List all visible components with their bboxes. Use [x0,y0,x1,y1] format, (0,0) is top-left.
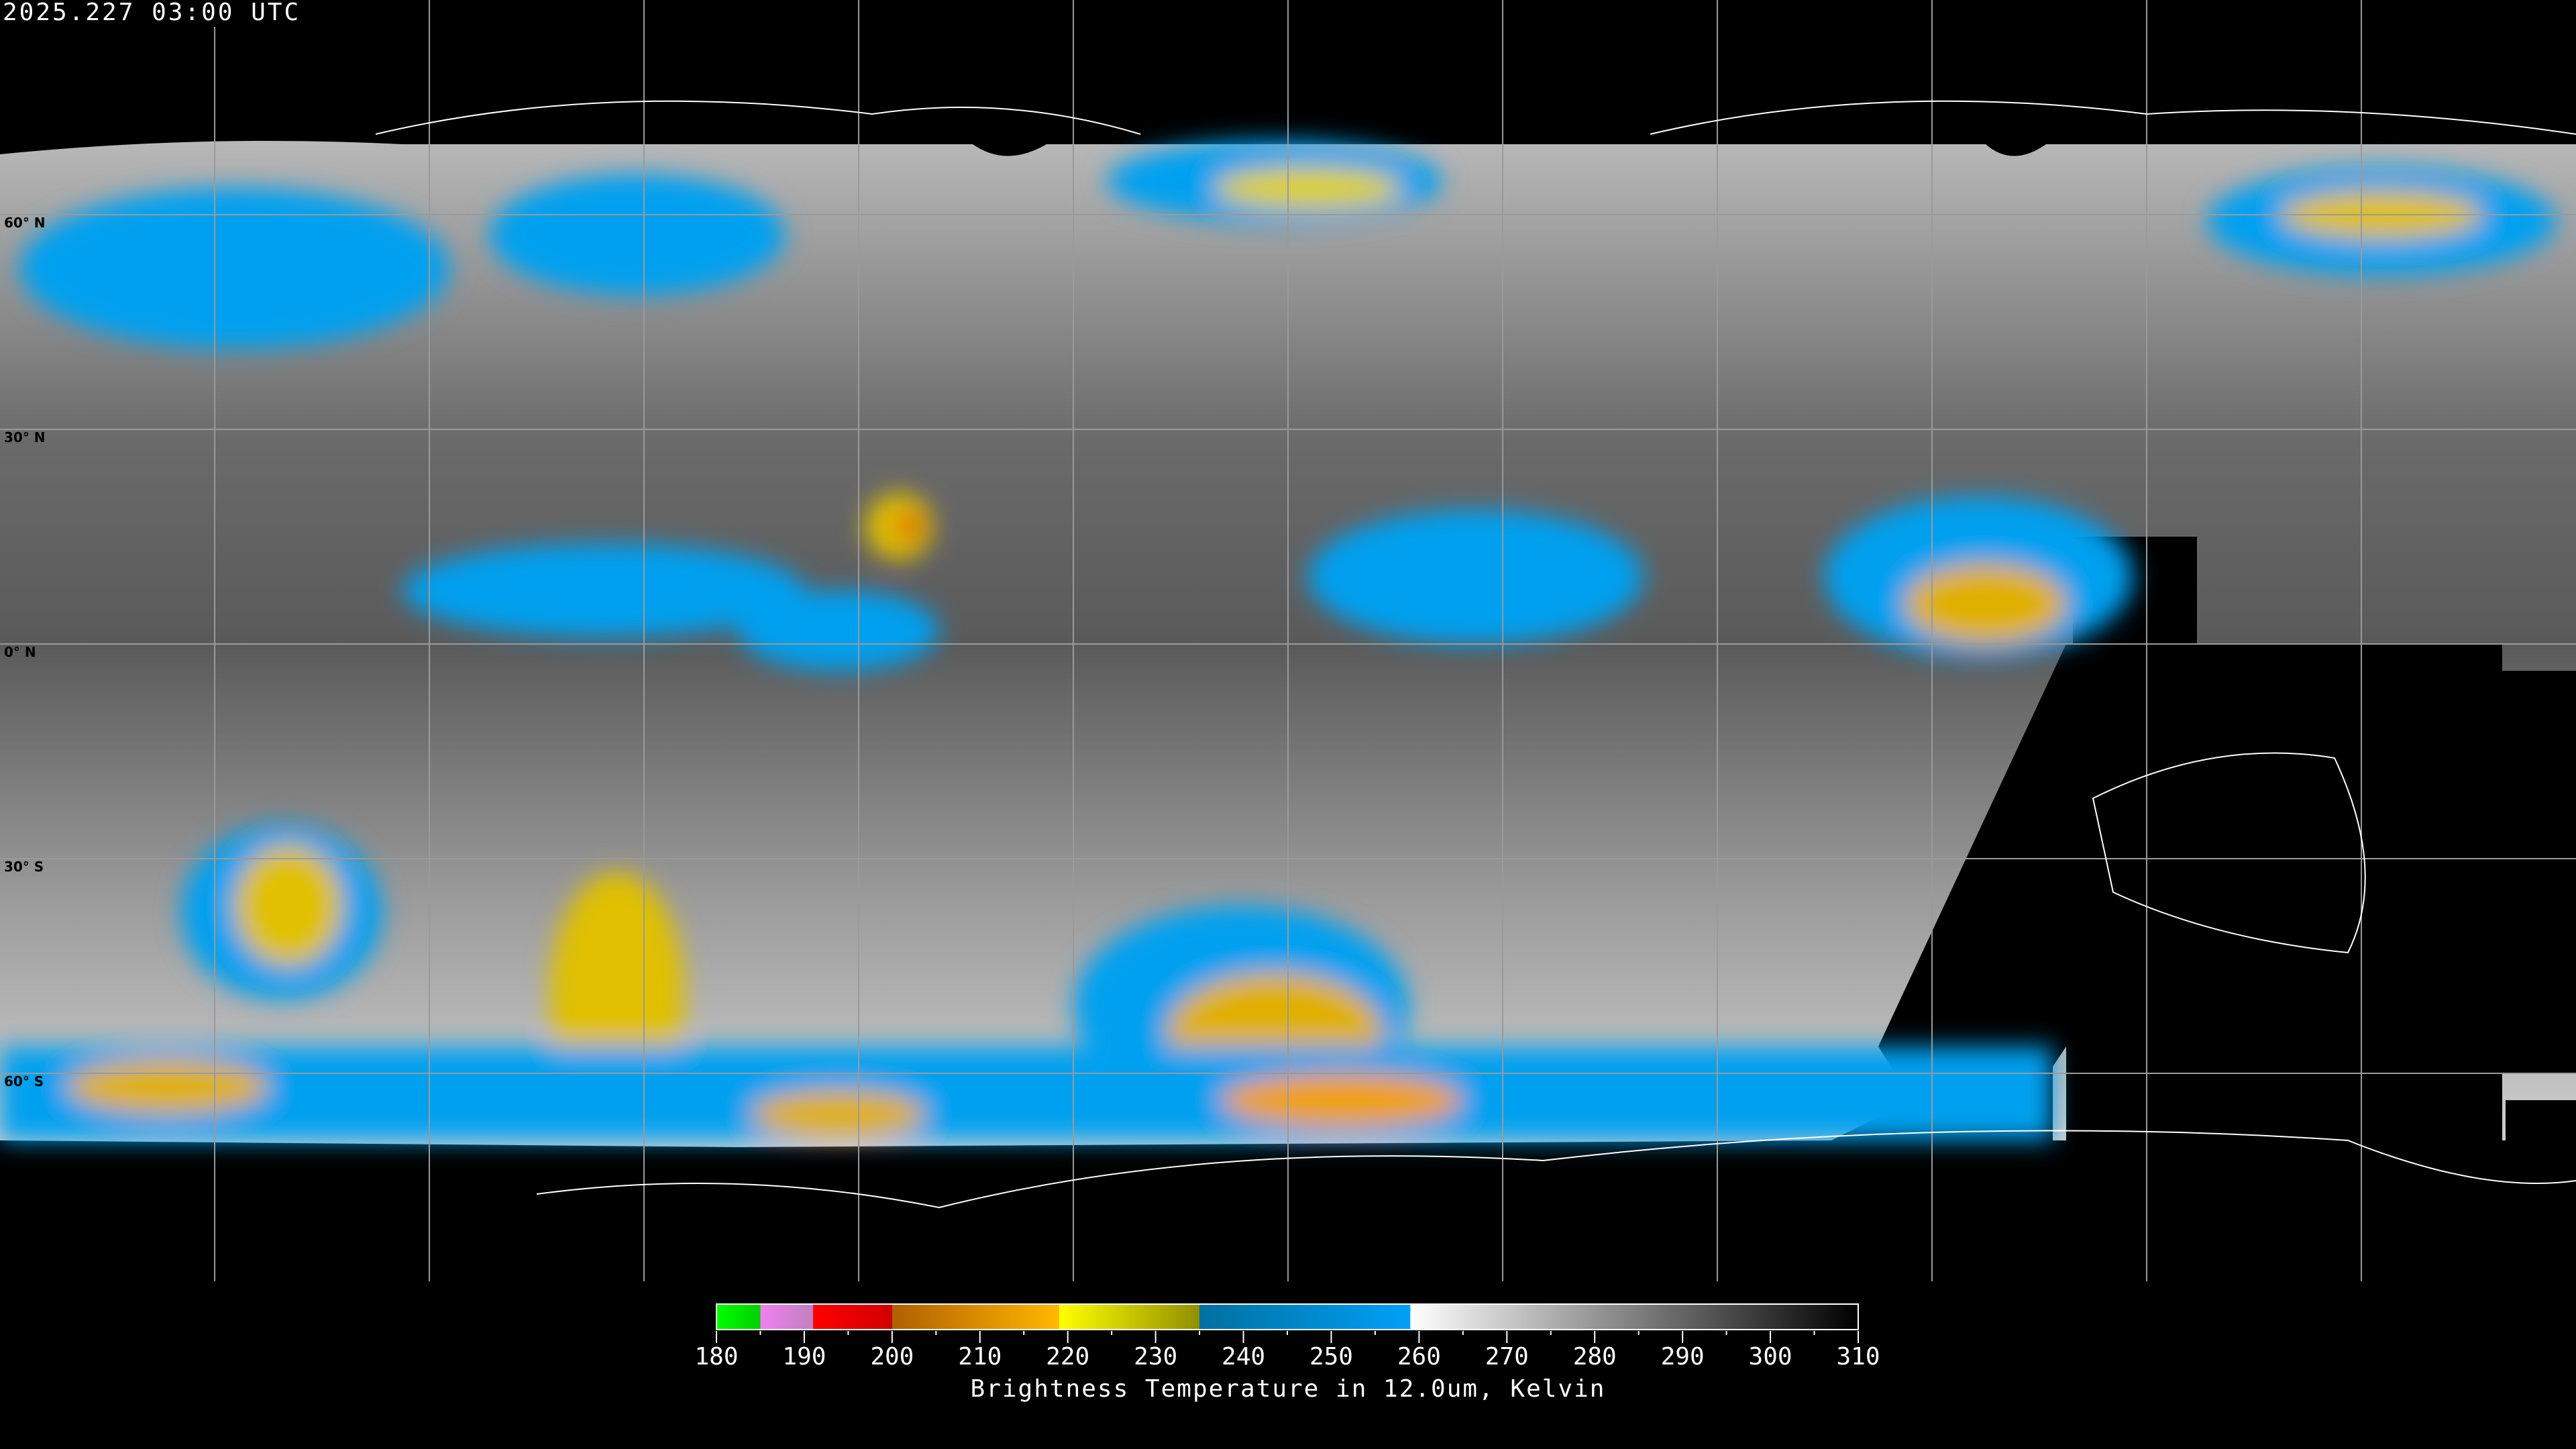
lat-label-60s: 60° S [4,1073,44,1089]
colorbar-tick-label: 270 [1485,1343,1529,1371]
colorbar-segment [1199,1304,1411,1330]
colorbar-tick-label: 250 [1309,1343,1353,1371]
colorbar-segment [1059,1304,1200,1330]
colorbar-segment [1410,1304,1858,1330]
colorbar-segment [760,1304,814,1330]
coastlines [375,100,2576,1209]
graticule [0,0,2576,1281]
colorbar-tick-label: 260 [1397,1343,1441,1371]
colorbar-tick-label: 180 [694,1343,738,1371]
colorbar-segment [892,1304,1059,1330]
colorbar-tick-label: 280 [1573,1343,1617,1371]
lat-label-30n: 30° N [4,429,46,445]
cloud-blobs [0,141,2556,1140]
timestamp: 2025.227 03:00 UTC [3,0,301,26]
colorbar-tick-label: 240 [1222,1343,1265,1371]
satellite-ir-map [0,0,2576,1281]
colorbar-tick-label: 300 [1749,1343,1792,1371]
colorbar-tick-label: 190 [782,1343,826,1371]
colorbar-tick-label: 210 [958,1343,1002,1371]
colorbar-border [716,1303,1859,1330]
colorbar-title: Brightness Temperature in 12.0um, Kelvin [970,1375,1606,1403]
lat-label-0n: 0° N [4,644,36,660]
colorbar-tick-label: 230 [1134,1343,1177,1371]
colorbar-tick-label: 220 [1046,1343,1089,1371]
lat-label-30s: 30° S [4,859,44,875]
lat-label-60n: 60° N [4,215,46,231]
colorbar-segment [716,1304,761,1330]
colorbar-tick-label: 290 [1661,1343,1705,1371]
colorbar-segment [813,1304,892,1330]
colorbar-tick-label: 310 [1836,1343,1880,1371]
colorbar-tick-label: 200 [870,1343,914,1371]
